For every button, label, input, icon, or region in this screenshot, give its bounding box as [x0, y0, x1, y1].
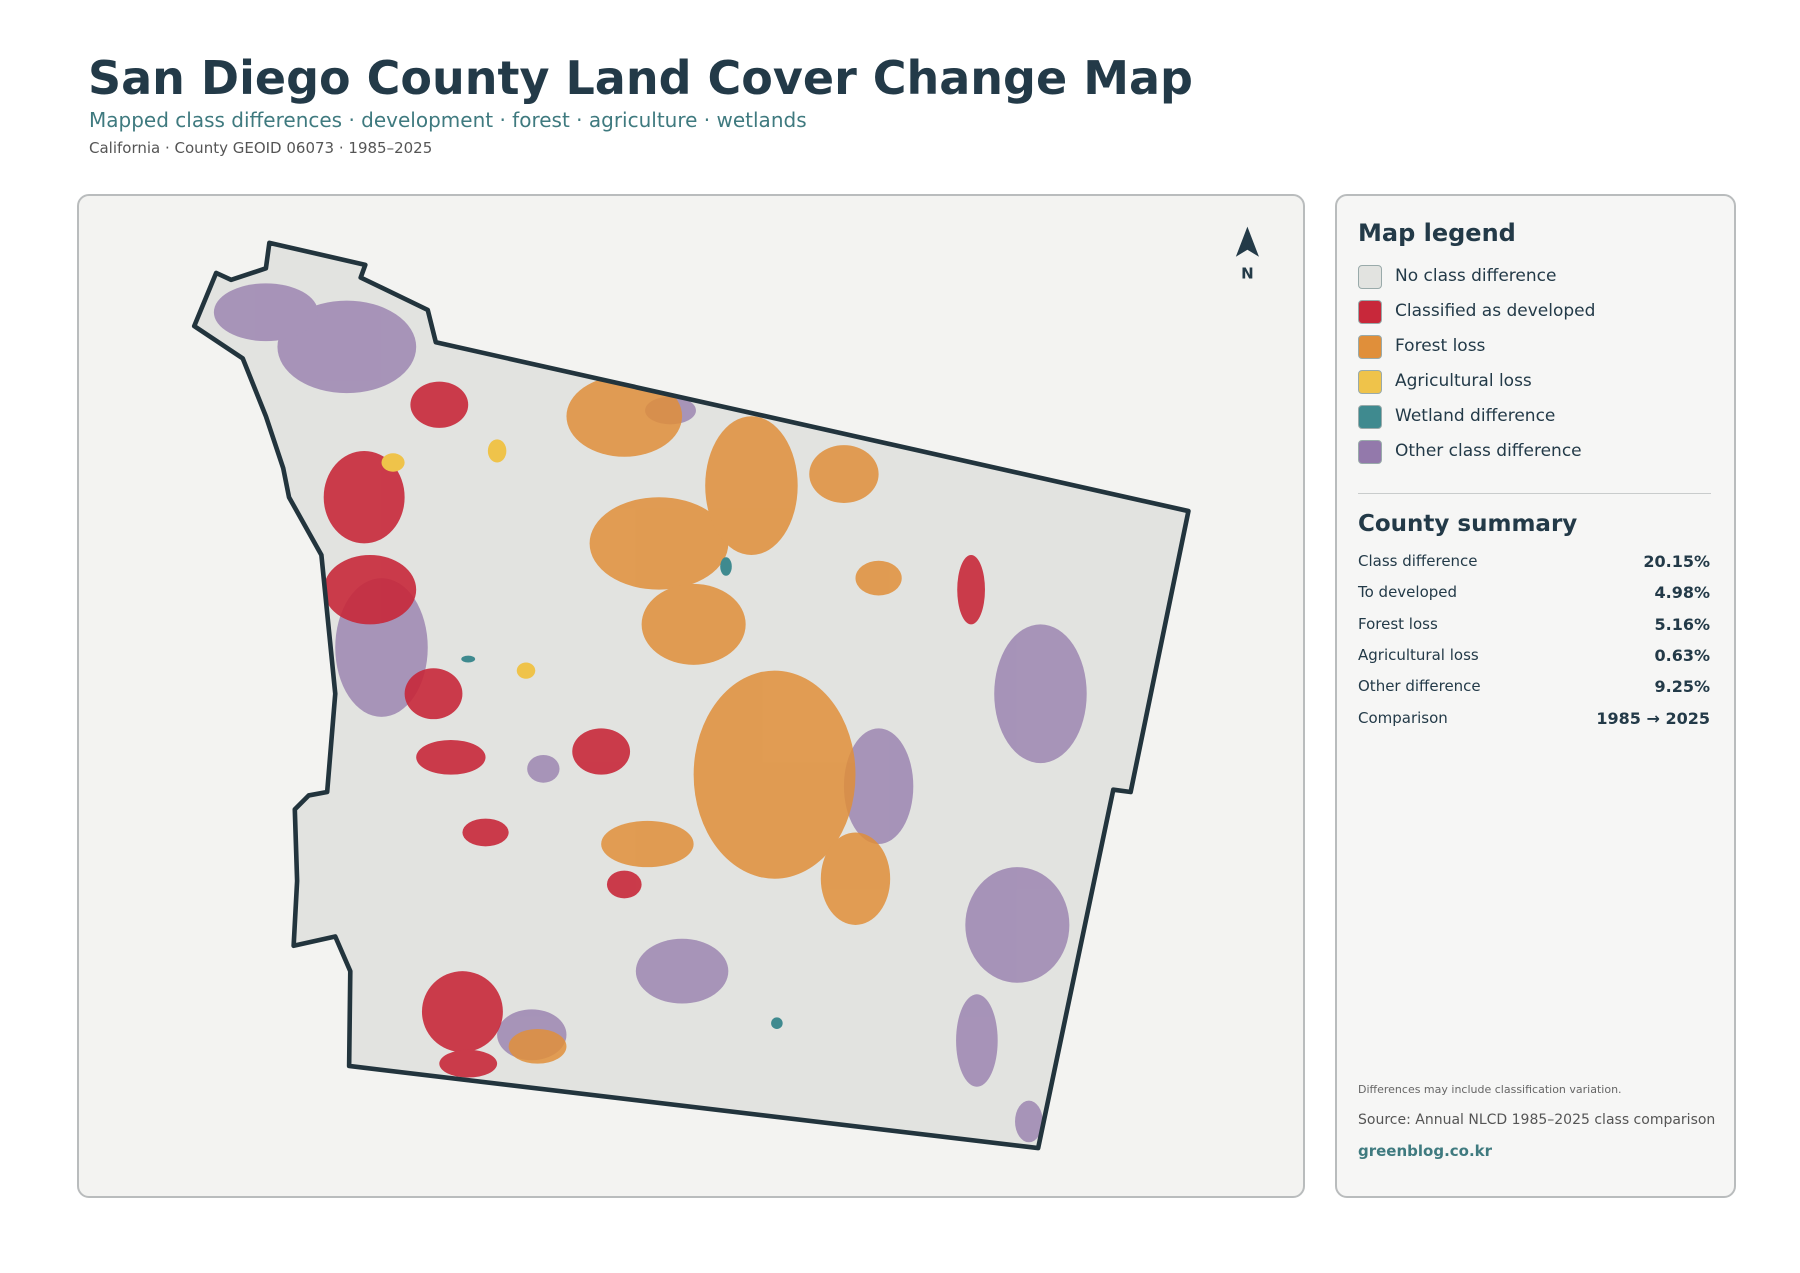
county-fill: [194, 242, 1189, 1149]
summary-title: County summary: [1358, 511, 1578, 537]
legend-label: Wetland difference: [1395, 406, 1556, 426]
legend-swatch: [1358, 440, 1382, 464]
legend-swatch: [1358, 265, 1382, 289]
summary-value: 9.25%: [1654, 677, 1710, 697]
source: Source: Annual NLCD 1985–2025 class comp…: [1358, 1112, 1716, 1128]
title: San Diego County Land Cover Change Map: [88, 51, 1193, 105]
legend-swatch: [1358, 405, 1382, 429]
summary-value: 20.15%: [1643, 552, 1710, 571]
summary-label: Forest loss: [1358, 614, 1438, 633]
north-label: N: [1241, 265, 1254, 283]
summary-label: Other difference: [1358, 677, 1481, 696]
summary-value: 0.63%: [1654, 645, 1710, 665]
divider: [1358, 493, 1711, 494]
summary-label: Agricultural loss: [1358, 645, 1479, 664]
legend-swatch: [1358, 335, 1382, 359]
legend-label: Other class difference: [1395, 441, 1582, 461]
meta: California · County GEOID 06073 · 1985–2…: [89, 139, 433, 157]
summary-value: 1985 → 2025: [1596, 708, 1710, 728]
change-patches: [213, 283, 1087, 1143]
caveat: Differences may include classification v…: [1358, 1083, 1622, 1096]
county-outline: [191, 240, 1191, 1151]
site: greenblog.co.kr: [1358, 1142, 1493, 1160]
north-arrow: [1235, 226, 1259, 257]
legend-panel: [1335, 194, 1736, 1198]
legend-title: Map legend: [1358, 219, 1516, 247]
summary-label: Comparison: [1358, 708, 1448, 727]
legend-label: Agricultural loss: [1395, 371, 1532, 391]
legend-swatch: [1358, 370, 1382, 394]
subtitle: Mapped class differences · development ·…: [89, 108, 807, 132]
summary-value: 4.98%: [1654, 583, 1710, 603]
summary-value: 5.16%: [1654, 614, 1710, 634]
legend-label: Classified as developed: [1395, 301, 1596, 321]
legend-label: Forest loss: [1395, 336, 1486, 356]
summary-label: To developed: [1358, 583, 1458, 602]
legend-label: No class difference: [1395, 266, 1557, 286]
summary-label: Class difference: [1358, 552, 1478, 570]
legend-swatch: [1358, 300, 1382, 324]
